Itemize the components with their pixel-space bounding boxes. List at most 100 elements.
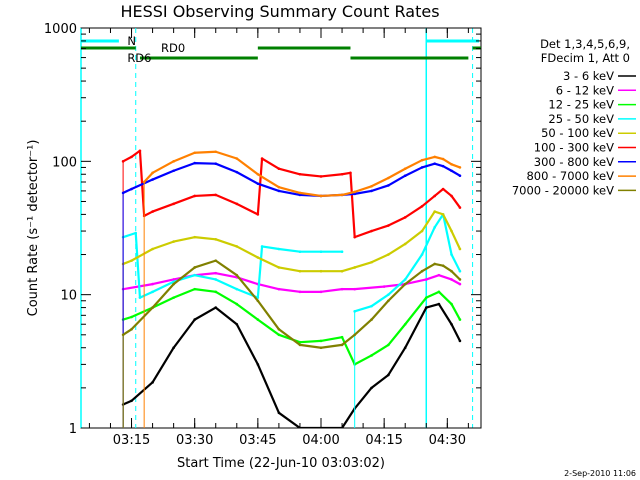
series-point bbox=[450, 253, 453, 256]
series-point bbox=[151, 210, 154, 213]
series-point bbox=[142, 180, 146, 184]
series-point bbox=[424, 306, 428, 309]
rd0-flag-label: RD0 bbox=[161, 41, 185, 55]
series-line bbox=[122, 288, 461, 366]
series-point bbox=[121, 333, 125, 337]
y-tick-label: 10 bbox=[60, 289, 77, 304]
series-point bbox=[450, 229, 453, 233]
series-point bbox=[403, 242, 407, 246]
series-point bbox=[260, 157, 264, 160]
series-point bbox=[387, 343, 390, 347]
series-point bbox=[353, 190, 356, 194]
series-point bbox=[121, 160, 125, 163]
series-point bbox=[340, 343, 344, 347]
series-point bbox=[387, 373, 390, 377]
series-point bbox=[214, 290, 218, 294]
series-point bbox=[298, 269, 302, 273]
series-point bbox=[193, 266, 196, 269]
series-point bbox=[458, 166, 462, 169]
series-point bbox=[450, 169, 453, 173]
series-point bbox=[151, 247, 154, 251]
series-point bbox=[458, 318, 462, 321]
series-point bbox=[349, 171, 352, 175]
series-point bbox=[277, 411, 281, 415]
series-point bbox=[214, 306, 218, 309]
series-point bbox=[450, 322, 453, 326]
series-point bbox=[193, 287, 196, 291]
series-point bbox=[130, 187, 133, 191]
series-point bbox=[403, 322, 407, 326]
series-point bbox=[277, 266, 281, 269]
series-point bbox=[403, 282, 407, 286]
series-point bbox=[277, 287, 281, 291]
series-point bbox=[193, 273, 196, 277]
series-point bbox=[138, 149, 142, 153]
x-axis-label: Start Time (22-Jun-10 03:03:02) bbox=[177, 456, 385, 471]
series-point bbox=[433, 162, 436, 165]
rd6-flag-label: RD6 bbox=[127, 51, 151, 65]
series-point bbox=[353, 235, 356, 239]
series-point bbox=[433, 262, 436, 266]
series-point bbox=[370, 318, 373, 321]
series-line bbox=[122, 231, 343, 299]
series-point bbox=[151, 171, 154, 175]
y-tick-label: 1000 bbox=[44, 22, 77, 37]
series-point bbox=[340, 250, 344, 254]
series-point bbox=[403, 167, 407, 171]
series-6 bbox=[121, 161, 462, 428]
legend-entry-label: 300 - 800 keV bbox=[534, 155, 614, 169]
series-point bbox=[260, 245, 264, 248]
series-point bbox=[353, 266, 356, 269]
series-point bbox=[214, 259, 218, 262]
series-point bbox=[370, 354, 373, 357]
series-point bbox=[340, 269, 344, 273]
series-point bbox=[420, 269, 424, 273]
series-point bbox=[277, 247, 281, 251]
x-tick-label: 04:00 bbox=[302, 433, 339, 448]
series-8 bbox=[121, 259, 462, 428]
series-point bbox=[387, 184, 390, 187]
legend-entry-label: 25 - 50 keV bbox=[548, 112, 614, 126]
series-point bbox=[235, 322, 239, 326]
series-point bbox=[370, 229, 373, 233]
series-point bbox=[298, 290, 302, 294]
series-point bbox=[370, 184, 373, 188]
series-point bbox=[256, 299, 260, 303]
series-point bbox=[256, 213, 260, 216]
series-point bbox=[441, 264, 445, 267]
series-point bbox=[319, 269, 323, 273]
series-point bbox=[193, 194, 196, 198]
series-point bbox=[172, 296, 175, 299]
x-tick-label: 03:15 bbox=[113, 433, 150, 448]
series-point bbox=[298, 340, 302, 344]
series-point bbox=[340, 335, 344, 339]
series-point bbox=[130, 327, 133, 331]
x-tick-label: 03:30 bbox=[176, 433, 213, 448]
series-point bbox=[458, 174, 462, 178]
series-point bbox=[277, 167, 281, 171]
series-point bbox=[256, 182, 260, 185]
series-point bbox=[387, 293, 390, 296]
series-point bbox=[151, 290, 154, 294]
series-point bbox=[441, 187, 445, 191]
series-point bbox=[441, 164, 445, 168]
series-point bbox=[441, 213, 445, 216]
series-point bbox=[340, 172, 344, 176]
series-point bbox=[433, 155, 436, 159]
series-point bbox=[121, 191, 125, 195]
series-point bbox=[353, 310, 356, 313]
series-point bbox=[298, 193, 302, 197]
series-point bbox=[437, 290, 441, 294]
series-point bbox=[138, 296, 142, 299]
series-0 bbox=[121, 302, 462, 428]
legend-entry-label: 6 - 12 keV bbox=[556, 83, 614, 97]
series-point bbox=[403, 278, 407, 281]
series-point bbox=[193, 151, 196, 155]
series-point bbox=[214, 278, 218, 281]
series-point bbox=[319, 194, 323, 198]
series-point bbox=[458, 247, 462, 251]
series-point bbox=[214, 238, 218, 241]
series-point bbox=[458, 269, 462, 273]
series-point bbox=[277, 333, 281, 337]
